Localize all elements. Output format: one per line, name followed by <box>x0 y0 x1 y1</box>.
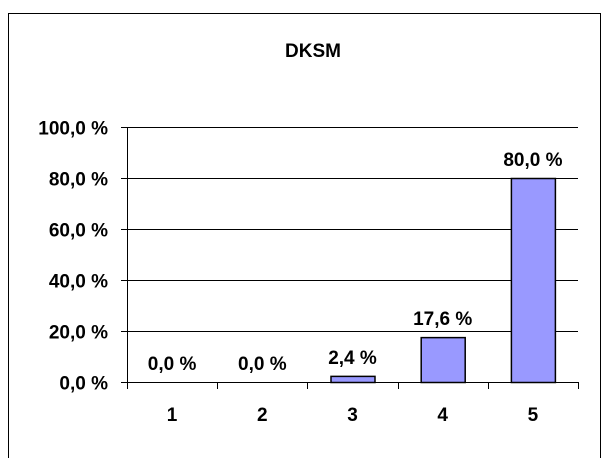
y-tick-label: 40,0 % <box>49 272 108 293</box>
data-labels: 0,0 % 0,0 % 2,4 % 17,6 % 80,0 % <box>148 150 563 375</box>
data-label-5: 80,0 % <box>503 150 562 171</box>
bar-5 <box>510 177 557 384</box>
y-tick-label: 60,0 % <box>49 221 108 242</box>
axes: 0,0 %20,0 %40,0 %60,0 %80,0 %100,0 %1 2 3 4… <box>38 119 579 426</box>
data-label-1: 0,0 % <box>148 354 197 375</box>
x-tick-label: 1 <box>167 405 178 426</box>
bar-4 <box>420 336 466 384</box>
x-tick-label: 2 <box>257 405 268 426</box>
y-tick-label: 80,0 % <box>49 170 108 191</box>
bar-3 <box>330 375 376 384</box>
data-label-3: 2,4 % <box>328 348 377 369</box>
x-tick-label: 3 <box>347 405 358 426</box>
y-tick-label: 100,0 % <box>38 119 108 140</box>
gridlines <box>127 127 578 332</box>
data-label-4: 17,6 % <box>413 309 472 330</box>
chart-title: DKSM <box>285 41 341 62</box>
data-label-2: 0,0 % <box>238 354 287 375</box>
y-tick-label: 0,0 % <box>59 374 108 395</box>
x-tick-label: 4 <box>437 405 448 426</box>
x-tick-label: 5 <box>528 405 539 426</box>
y-tick-label: 20,0 % <box>49 323 108 344</box>
chart-border <box>8 13 601 458</box>
bars <box>330 177 557 384</box>
